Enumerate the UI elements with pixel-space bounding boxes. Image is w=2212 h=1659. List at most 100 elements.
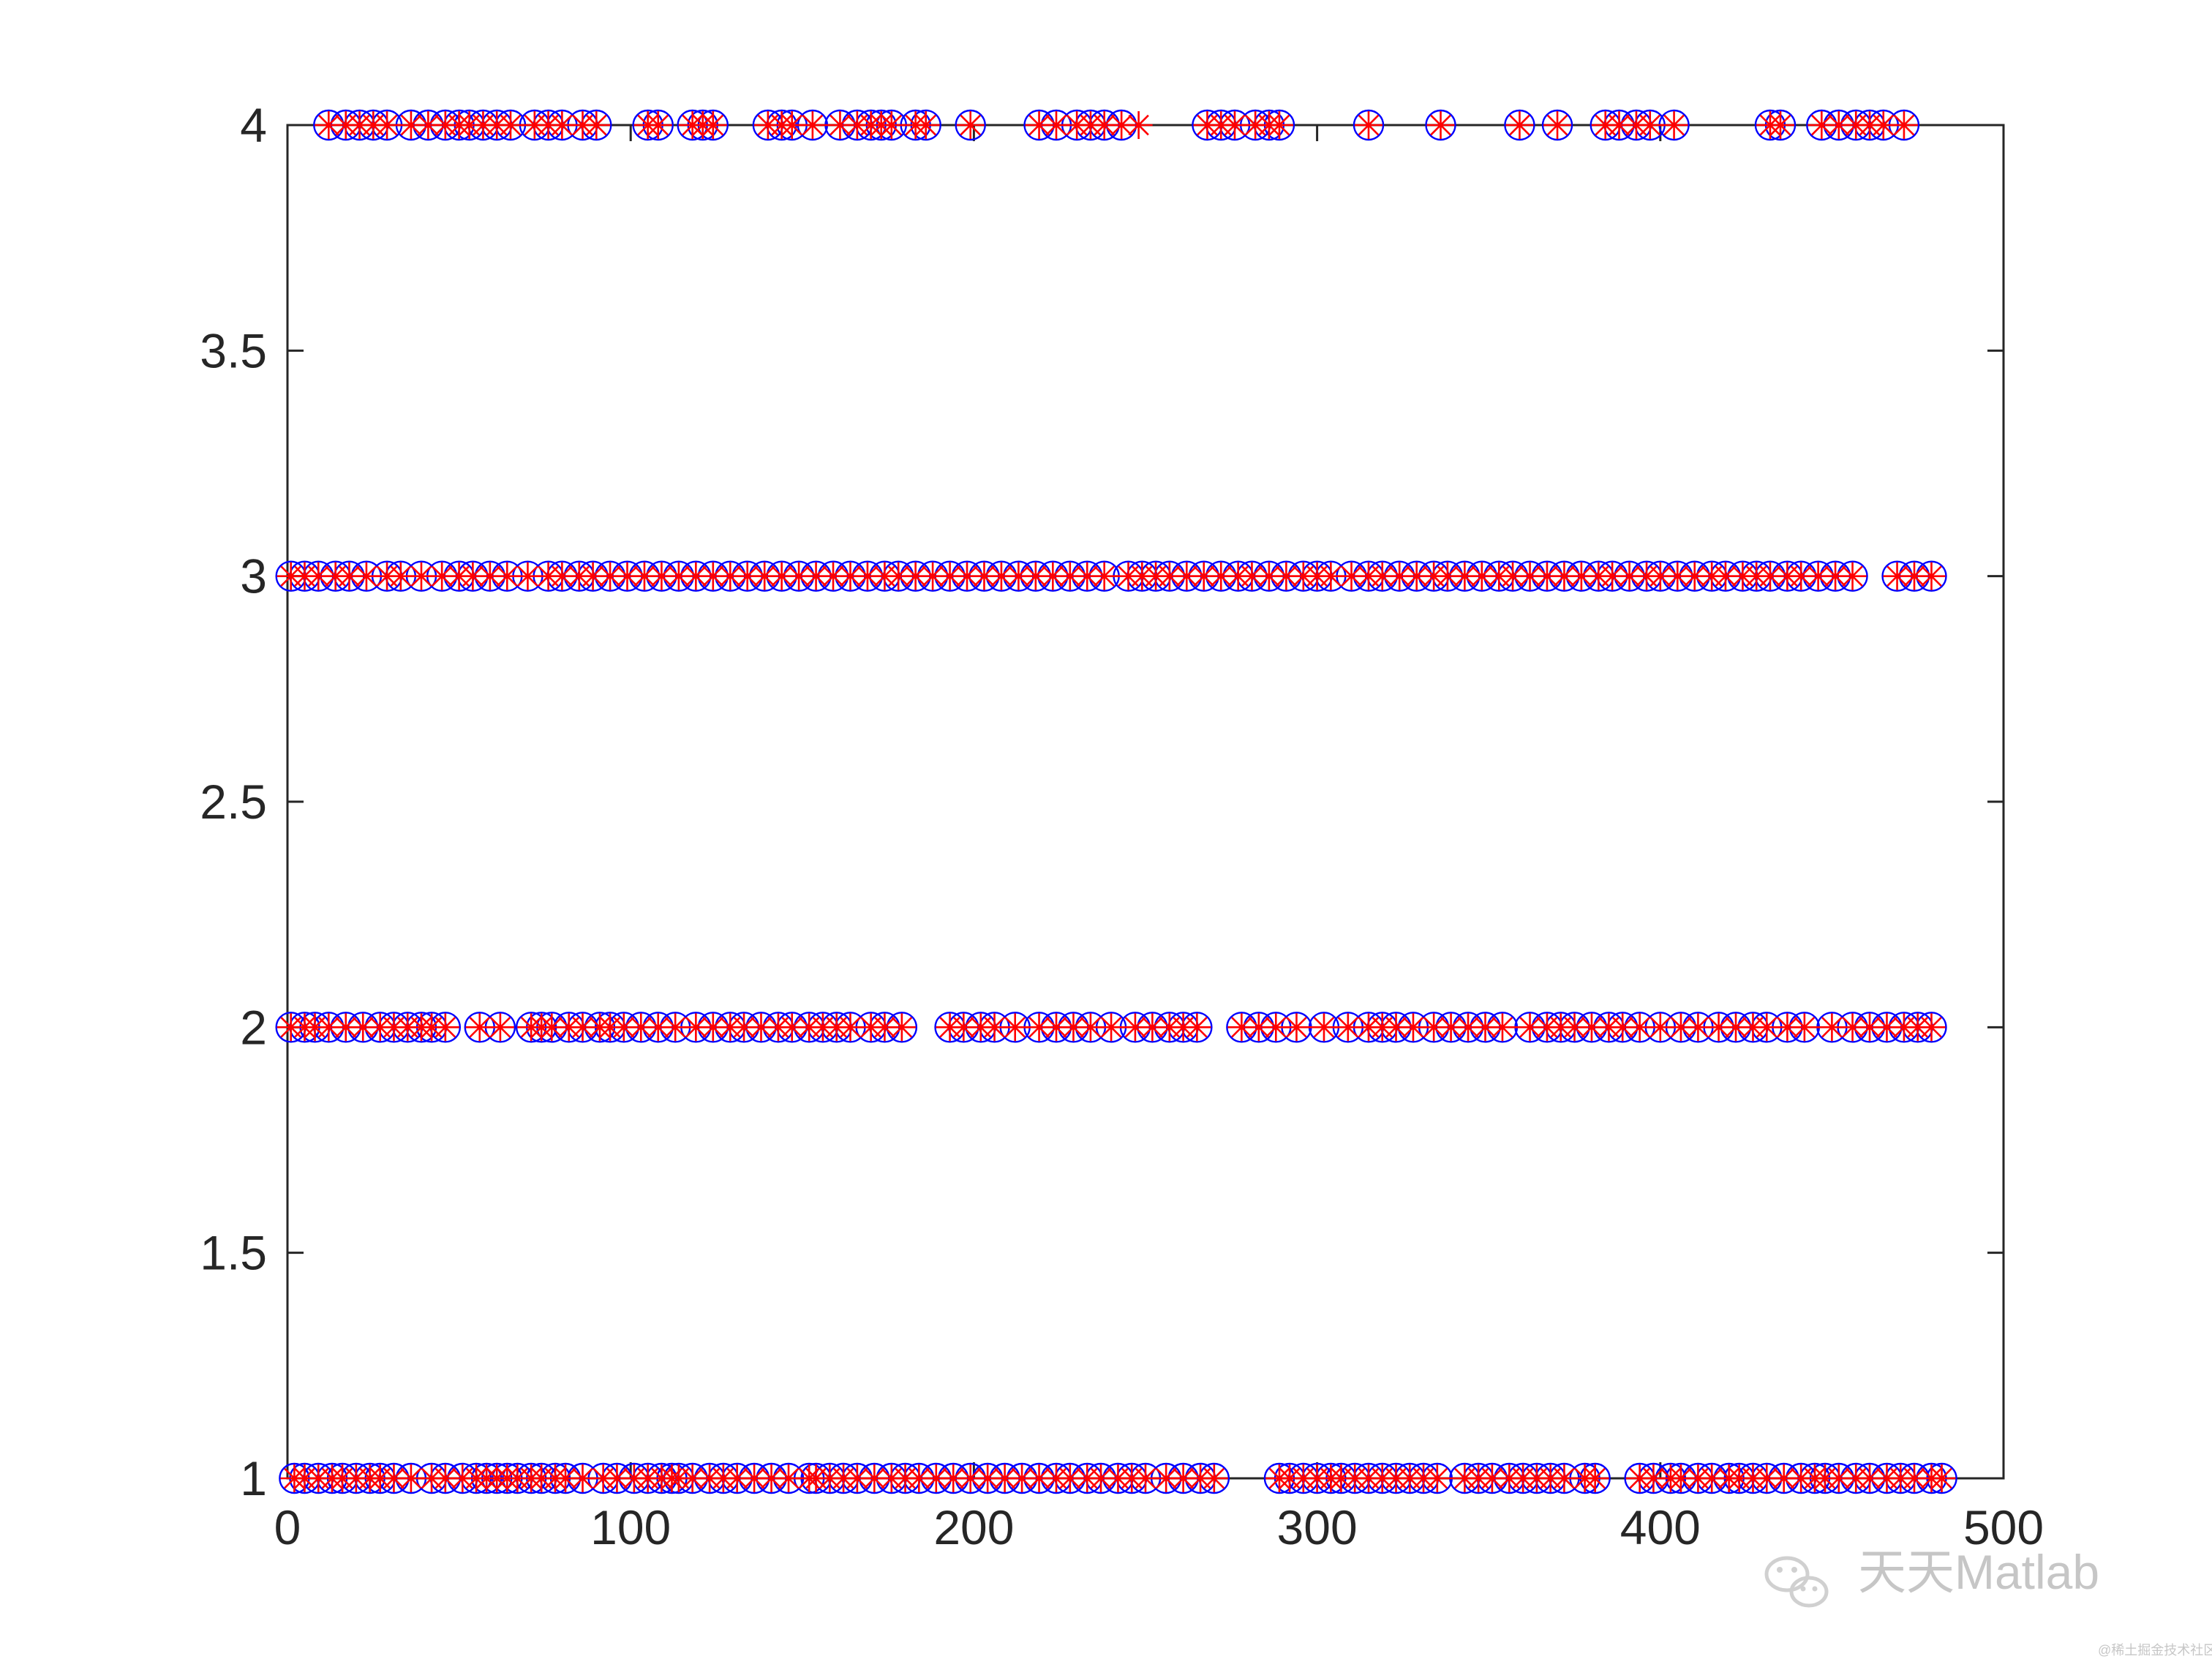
asterisk-marker — [1090, 562, 1118, 590]
asterisk-marker — [1636, 111, 1664, 139]
asterisk-marker — [582, 111, 611, 139]
data-markers — [275, 109, 1957, 1494]
asterisk-marker — [1042, 111, 1071, 139]
asterisk-marker — [1073, 562, 1102, 590]
circle-marker — [1353, 109, 1385, 141]
asterisk-marker — [953, 562, 982, 590]
asterisk-marker — [613, 562, 642, 590]
asterisk-marker — [1581, 1464, 1609, 1492]
asterisk-marker — [431, 1013, 459, 1042]
y-tick-label: 4 — [240, 98, 267, 152]
asterisk-marker — [798, 111, 827, 139]
asterisk-marker — [1189, 562, 1218, 590]
asterisk-marker — [1917, 1013, 1946, 1042]
asterisk-marker — [496, 111, 524, 139]
asterisk-marker — [901, 562, 930, 590]
asterisk-marker — [1767, 111, 1795, 139]
y-tick-label: 2 — [240, 1000, 267, 1054]
wechat-logo-icon — [1764, 1556, 1829, 1608]
asterisk-marker — [1543, 111, 1572, 139]
asterisk-marker — [1824, 111, 1853, 139]
x-axis-ticks: 0 100 200 300 400 500 — [274, 125, 2044, 1554]
asterisk-marker — [1704, 1013, 1733, 1042]
asterisk-marker — [785, 562, 813, 590]
asterisk-marker — [1821, 562, 1850, 590]
asterisk-marker — [1402, 562, 1431, 590]
asterisk-marker — [1666, 1013, 1695, 1042]
asterisk-marker — [1666, 1464, 1695, 1492]
asterisk-marker — [1660, 111, 1688, 139]
watermark: 天天Matlab @稀土掘金技术社区 — [1764, 1545, 2212, 1658]
asterisk-marker — [1004, 562, 1033, 590]
asterisk-marker — [1025, 111, 1053, 139]
asterisk-marker — [1354, 111, 1382, 139]
asterisk-marker — [939, 1464, 968, 1492]
asterisk-marker — [396, 111, 425, 139]
asterisk-marker — [1183, 1013, 1211, 1042]
asterisk-marker — [1680, 562, 1709, 590]
y-axis-ticks: 1 1.5 2 2.5 3 3.5 4 — [200, 98, 2004, 1505]
asterisk-marker — [1711, 562, 1739, 590]
asterisk-marker — [1824, 1464, 1853, 1492]
asterisk-marker — [1869, 111, 1897, 139]
asterisk-marker — [568, 1464, 597, 1492]
asterisk-marker — [493, 562, 522, 590]
watermark-text: 天天Matlab — [1858, 1545, 2099, 1599]
asterisk-marker — [905, 1464, 933, 1492]
asterisk-marker — [887, 1013, 916, 1042]
asterisk-marker — [1124, 111, 1153, 139]
asterisk-marker — [315, 111, 343, 139]
plot-area: 0 100 200 300 400 500 1 1.5 2 2.5 3 3.5 4 — [200, 98, 2044, 1554]
x-tick-label: 400 — [1620, 1500, 1701, 1554]
y-tick-label: 1 — [240, 1451, 267, 1505]
asterisk-marker — [1121, 1013, 1149, 1042]
asterisk-marker — [1173, 562, 1201, 590]
asterisk-marker — [1097, 1013, 1126, 1042]
x-tick-label: 300 — [1277, 1500, 1358, 1554]
asterisk-marker — [1550, 1464, 1579, 1492]
asterisk-marker — [911, 111, 940, 139]
asterisk-marker — [747, 1013, 775, 1042]
axes-box — [286, 124, 2005, 1480]
asterisk-marker — [1550, 562, 1579, 590]
asterisk-marker — [486, 1013, 514, 1042]
circle-marker — [1425, 109, 1456, 141]
asterisk-marker — [644, 1013, 672, 1042]
asterisk-marker — [1605, 111, 1633, 139]
asterisk-marker — [1152, 1464, 1181, 1492]
watermark-credit: @稀土掘金技术社区 — [2098, 1643, 2212, 1658]
asterisk-marker — [936, 562, 964, 590]
y-tick-label: 3 — [240, 549, 267, 603]
asterisk-marker — [1309, 1013, 1338, 1042]
asterisk-marker — [1663, 562, 1692, 590]
circle-marker — [955, 109, 986, 141]
asterisk-marker — [644, 111, 672, 139]
asterisk-marker — [373, 111, 402, 139]
y-tick-label: 3.5 — [200, 323, 267, 377]
asterisk-marker — [877, 111, 906, 139]
asterisk-marker — [1488, 1013, 1516, 1042]
asterisk-marker — [1132, 1464, 1159, 1492]
asterisk-marker — [1025, 1464, 1053, 1492]
asterisk-marker — [836, 1013, 865, 1042]
asterisk-marker — [1282, 1013, 1311, 1042]
asterisk-marker — [475, 562, 504, 590]
asterisk-marker — [627, 1013, 655, 1042]
asterisk-marker — [778, 1013, 806, 1042]
asterisk-marker — [1773, 1013, 1802, 1042]
asterisk-marker — [1927, 1464, 1956, 1492]
y-tick-label: 1.5 — [200, 1226, 267, 1280]
asterisk-marker — [1200, 1464, 1228, 1492]
asterisk-marker — [1856, 1013, 1884, 1042]
asterisk-marker — [1532, 562, 1561, 590]
asterisk-marker — [1889, 111, 1918, 139]
x-tick-label: 0 — [274, 1500, 301, 1554]
asterisk-marker — [1021, 562, 1050, 590]
x-tick-label: 100 — [590, 1500, 671, 1554]
asterisk-marker — [990, 1464, 1019, 1492]
asterisk-marker — [1426, 111, 1455, 139]
asterisk-marker — [699, 562, 727, 590]
y-tick-label: 2.5 — [200, 775, 267, 829]
asterisk-marker — [699, 111, 727, 139]
